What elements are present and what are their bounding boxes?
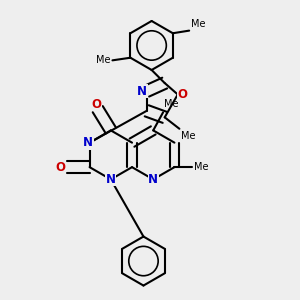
Text: O: O bbox=[91, 98, 101, 111]
Text: N: N bbox=[148, 173, 158, 186]
Text: N: N bbox=[137, 85, 147, 98]
Text: Me: Me bbox=[194, 162, 208, 172]
Text: Me: Me bbox=[164, 98, 179, 109]
Text: Me: Me bbox=[96, 55, 111, 65]
Text: Me: Me bbox=[191, 19, 205, 29]
Text: O: O bbox=[177, 88, 187, 101]
Text: N: N bbox=[83, 136, 93, 149]
Text: O: O bbox=[56, 160, 66, 174]
Text: Me: Me bbox=[181, 131, 195, 141]
Text: N: N bbox=[106, 173, 116, 186]
